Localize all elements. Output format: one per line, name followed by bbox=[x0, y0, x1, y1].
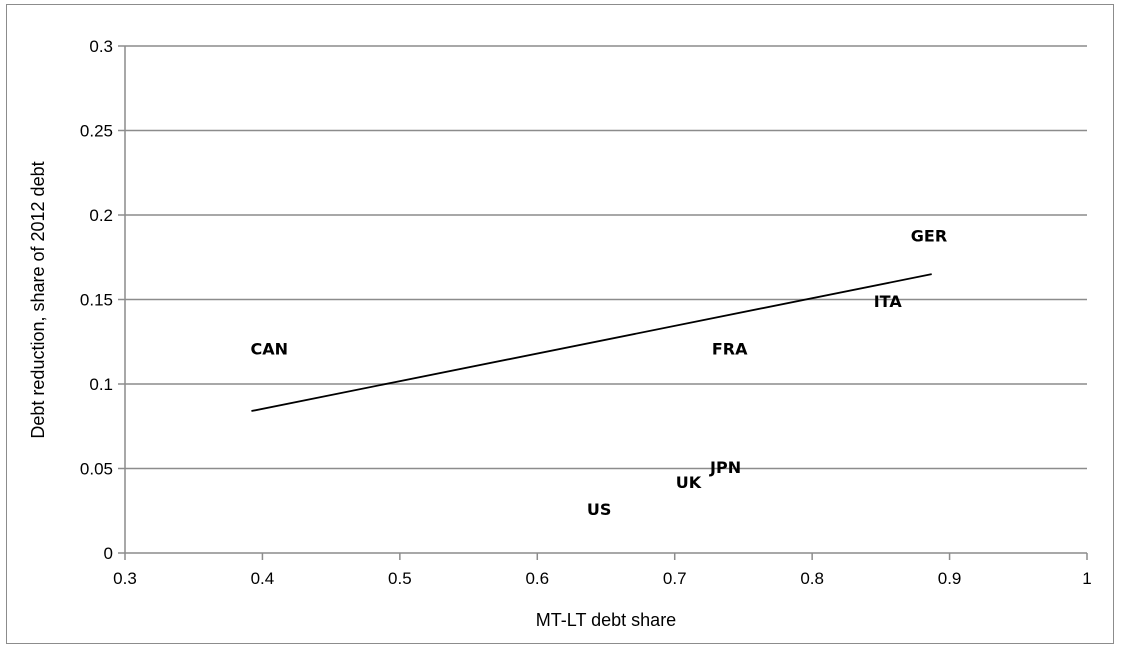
x-tick-label-4: 0.7 bbox=[663, 569, 687, 588]
x-tick-label-3: 0.6 bbox=[525, 569, 549, 588]
trendline bbox=[251, 273, 932, 412]
chart-frame bbox=[6, 4, 1114, 644]
x-tick-label-5: 0.8 bbox=[800, 569, 824, 588]
gridlines bbox=[125, 45, 1087, 470]
y-tick-label-0: 0 bbox=[104, 544, 113, 563]
data-point-us: US bbox=[587, 500, 612, 519]
x-tick-label-2: 0.5 bbox=[388, 569, 412, 588]
x-tick-label-0: 0.3 bbox=[113, 569, 137, 588]
trendline-group bbox=[251, 273, 932, 412]
data-point-can: CAN bbox=[251, 340, 289, 359]
y-tick-label-2: 0.1 bbox=[89, 375, 113, 394]
y-tick-label-1: 0.05 bbox=[80, 460, 113, 479]
x-tick-label-7: 1 bbox=[1082, 569, 1091, 588]
y-tick-label-3: 0.15 bbox=[80, 291, 113, 310]
y-tick-labels: 0 0.05 0.1 0.15 0.2 0.25 0.3 bbox=[80, 37, 113, 563]
x-axis-title: MT-LT debt share bbox=[536, 610, 676, 630]
data-point-fra: FRA bbox=[712, 340, 748, 359]
x-tick-label-6: 0.9 bbox=[938, 569, 962, 588]
data-point-ita: ITA bbox=[874, 292, 903, 311]
y-tick-label-5: 0.25 bbox=[80, 122, 113, 141]
y-tick-label-6: 0.3 bbox=[89, 37, 113, 56]
x-tick-labels: 0.3 0.4 0.5 0.6 0.7 0.8 0.9 1 bbox=[113, 569, 1092, 588]
x-tick-label-1: 0.4 bbox=[251, 569, 275, 588]
y-tick-label-4: 0.2 bbox=[89, 206, 113, 225]
axes bbox=[118, 45, 1088, 560]
y-axis-title: Debt reduction, share of 2012 debt bbox=[28, 161, 48, 438]
data-point-uk: UK bbox=[676, 473, 702, 492]
data-point-labels: CAN FRA ITA GER JPN UK US bbox=[251, 226, 948, 519]
data-point-jpn: JPN bbox=[709, 458, 741, 477]
data-point-ger: GER bbox=[911, 226, 947, 245]
